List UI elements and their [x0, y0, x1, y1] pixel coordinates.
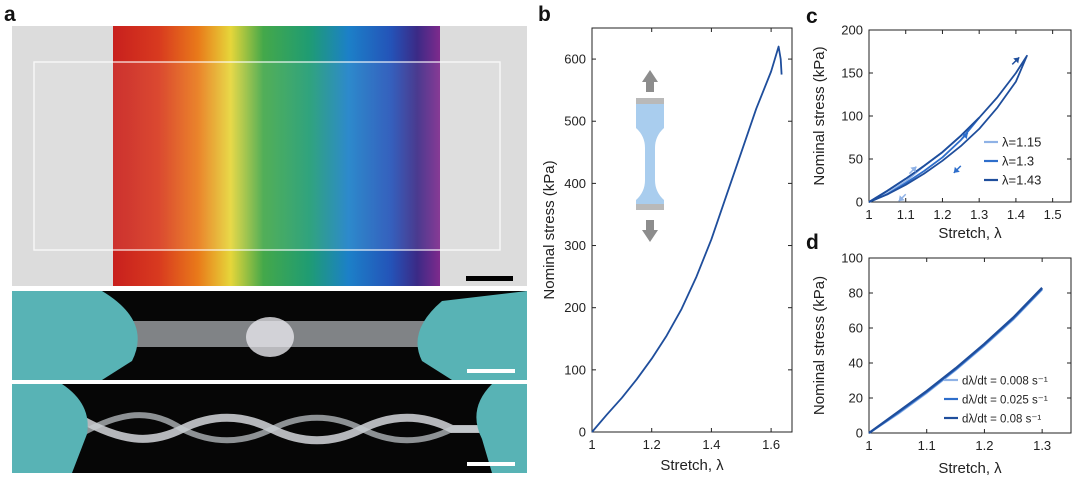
y-axis-label: Nominal stress (kPa): [811, 46, 828, 185]
legend-label-1: λ=1.3: [1002, 154, 1034, 169]
hydrogel-knot: [246, 317, 294, 357]
y-tick-label: 300: [564, 238, 586, 253]
direction-arrow-head-1: [898, 195, 905, 202]
y-tick-label: 500: [564, 114, 586, 129]
scale-bar: [466, 276, 513, 281]
y-tick-label: 0: [856, 195, 863, 210]
transparent-hydrogel-sheet: [33, 61, 501, 251]
rainbow-print: [113, 26, 440, 286]
x-axis-label: Stretch, λ: [938, 225, 1002, 242]
scale-bar: [467, 369, 515, 373]
legend-label-0: dλ/dt = 0.008 s⁻¹: [962, 376, 1048, 388]
left-glove: [12, 384, 88, 473]
panel-label-d: d: [806, 231, 819, 254]
y-tick-label: 20: [849, 391, 863, 406]
left-glove: [12, 291, 138, 380]
x-tick-label: 1: [865, 207, 872, 222]
x-tick-label: 1.1: [918, 438, 936, 453]
y-tick-label: 100: [841, 109, 863, 124]
y-tick-label: 200: [564, 300, 586, 315]
y-tick-label: 50: [849, 152, 863, 167]
y-tick-label: 150: [841, 66, 863, 81]
series-line-0: [591, 45, 783, 433]
x-tick-label: 1.3: [970, 207, 988, 222]
series-line-0: [868, 288, 1043, 434]
series-line-1: [868, 116, 981, 203]
x-tick-label: 1.6: [762, 437, 780, 452]
right-glove: [476, 384, 527, 473]
up-arrow-icon: [642, 70, 658, 92]
y-tick-label: 80: [849, 286, 863, 301]
direction-arrow-head-0: [910, 166, 917, 173]
x-tick-label: 1.2: [643, 437, 661, 452]
panel-label-a: a: [4, 3, 16, 26]
y-tick-label: 60: [849, 321, 863, 336]
legend-label-0: λ=1.15: [1002, 135, 1041, 150]
y-tick-label: 40: [849, 356, 863, 371]
chart-b: 1 1.2 1.4 1.6 0 100 200 300 400 500 600 Stretch, λ N…: [541, 27, 793, 474]
photo-twisted-strip: [12, 384, 527, 473]
direction-arrow-head-2: [961, 133, 968, 140]
photo-twist-svg: [12, 384, 527, 473]
chart-c: 1 1.1 1.2 1.3 1.4 1.5 0 50 100 150 200 Stretch, λ No…: [811, 23, 1072, 242]
y-tick-label: 100: [841, 251, 863, 266]
dogbone-specimen: [636, 104, 664, 204]
x-axis-label: Stretch, λ: [938, 460, 1002, 477]
legend-label-2: λ=1.43: [1002, 173, 1041, 188]
x-tick-label: 1.2: [975, 438, 993, 453]
photo-knot-svg: [12, 291, 527, 380]
series-line-2: [868, 287, 1043, 434]
legend-label-1: dλ/dt = 0.025 s⁻¹: [962, 395, 1048, 407]
x-axis-label: Stretch, λ: [660, 457, 724, 474]
legend-label-2: dλ/dt = 0.08 s⁻¹: [962, 414, 1041, 426]
y-tick-label: 200: [841, 23, 863, 38]
series-line-1: [868, 287, 1043, 434]
x-tick-label: 1.4: [1007, 207, 1025, 222]
direction-arrow-head-3: [953, 166, 960, 173]
y-axis-label: Nominal stress (kPa): [811, 276, 828, 415]
plot-frame: [868, 257, 1072, 434]
y-tick-label: 0: [579, 425, 586, 440]
direction-arrow-head-4: [1013, 57, 1020, 64]
x-tick-label: 1.5: [1044, 207, 1062, 222]
x-tick-label: 1.1: [897, 207, 915, 222]
panel-label-b: b: [538, 3, 551, 26]
plot-frame: [591, 27, 793, 433]
y-tick-label: 400: [564, 176, 586, 191]
chart-d: 1 1.1 1.2 1.3 0 20 40 60 80 100 Stretch, λ Nominal …: [811, 251, 1072, 477]
bottom-grip: [636, 204, 664, 210]
x-tick-label: 1.4: [702, 437, 720, 452]
scale-bar: [467, 462, 515, 466]
twisted-strip-b: [70, 412, 482, 444]
top-grip: [636, 98, 664, 104]
x-tick-label: 1: [865, 438, 872, 453]
y-tick-label: 600: [564, 52, 586, 67]
x-tick-label: 1: [588, 437, 595, 452]
down-arrow-icon: [642, 220, 658, 242]
photo-rainbow-svg: [12, 26, 527, 286]
photo-knotted-strip: [12, 291, 527, 380]
x-tick-label: 1.2: [933, 207, 951, 222]
photo-rainbow-sheet: [12, 26, 527, 286]
series-line-2: [868, 54, 1028, 203]
y-tick-label: 0: [856, 426, 863, 441]
panel-label-c: c: [806, 5, 818, 28]
x-tick-label: 1.3: [1033, 438, 1051, 453]
y-axis-label: Nominal stress (kPa): [541, 160, 558, 299]
right-glove: [417, 291, 527, 380]
y-tick-label: 100: [564, 362, 586, 377]
